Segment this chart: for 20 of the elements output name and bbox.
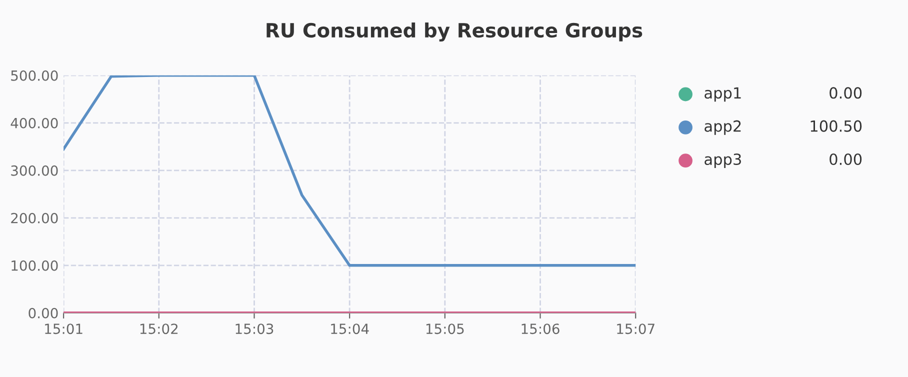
y-tick-label: 0.00: [28, 308, 58, 318]
y-tick-label: 200.00: [11, 212, 58, 224]
y-tick-label: 300.00: [11, 165, 58, 176]
text: 0.00: [830, 153, 862, 166]
x-tick-label: 15:01: [45, 324, 82, 334]
chart-title: RU Consumed by Resource Groups: [266, 22, 642, 42]
text: 0.00: [830, 87, 862, 99]
legend-label: app3: [704, 153, 741, 168]
legend-label: app2: [704, 120, 741, 135]
y-tick-label: 100.00: [12, 260, 58, 271]
x-tick-label: 15:03: [236, 324, 274, 334]
x-tick-label: 15:07: [617, 324, 654, 334]
text: 100.50: [810, 120, 862, 132]
x-tick-label: 15:06: [522, 324, 560, 334]
x-tick-label: 15:05: [426, 324, 464, 334]
y-tick-label: 500.00: [11, 70, 58, 81]
y-tick-label: 400.00: [10, 118, 58, 128]
x-tick-label: 15:04: [331, 324, 369, 334]
legend-label: app1: [704, 87, 741, 102]
x-tick-label: 15:02: [140, 324, 178, 334]
